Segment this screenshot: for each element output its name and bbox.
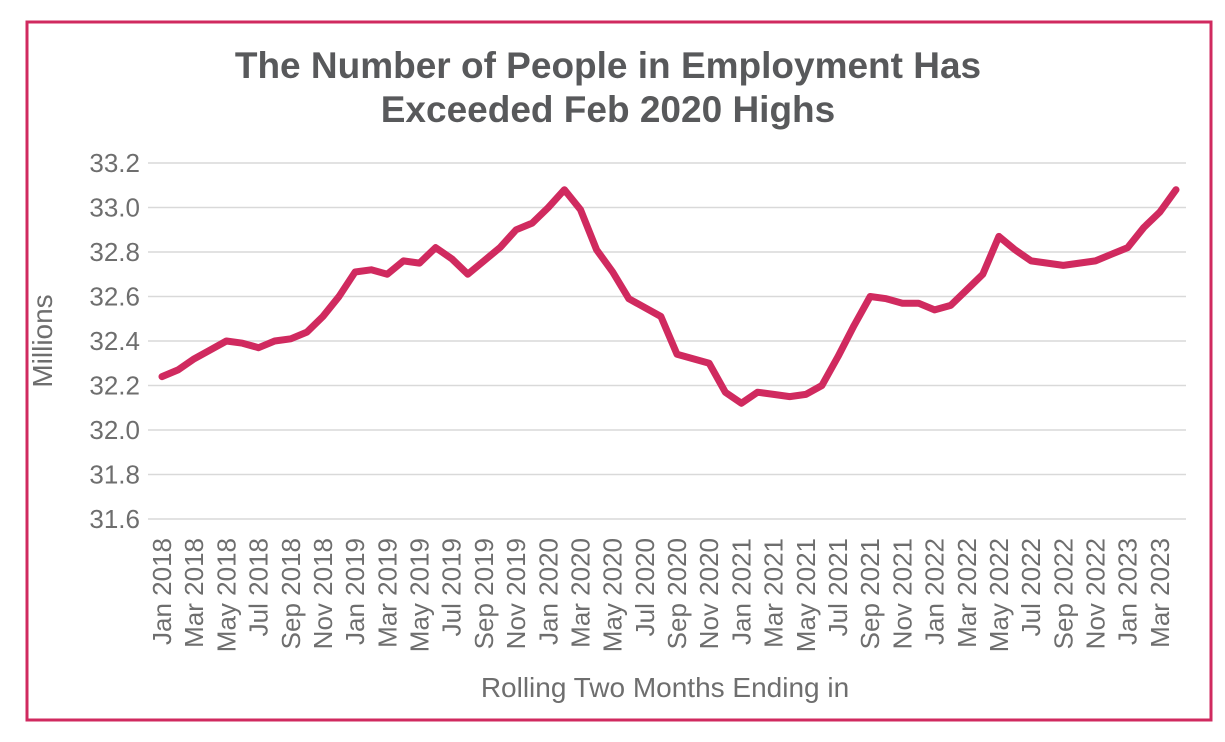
y-tick-label: 33.0 <box>89 193 140 223</box>
x-tick-label: Jan 2020 <box>533 538 563 645</box>
x-tick-label: May 2022 <box>984 538 1014 652</box>
x-tick-label: Jan 2023 <box>1113 538 1143 645</box>
x-axis-title: Rolling Two Months Ending in <box>481 672 849 703</box>
x-tick-label: Jan 2022 <box>920 538 950 645</box>
y-tick-label: 32.8 <box>89 237 140 267</box>
y-tick-label-group: 33.2 33.0 32.8 32.6 32.4 32.2 32.0 31.8 31.6 <box>89 148 140 534</box>
x-tick-label: Jul 2019 <box>437 538 467 636</box>
x-tick-label: Jul 2022 <box>1016 538 1046 636</box>
y-tick-label: 33.2 <box>89 148 140 178</box>
x-tick-label: Jul 2018 <box>244 538 274 636</box>
x-tick-label: May 2018 <box>211 538 241 652</box>
chart-border <box>25 20 1213 722</box>
x-tick-label: Jan 2018 <box>147 538 177 645</box>
y-tick-label: 31.6 <box>89 504 140 534</box>
x-tick-label: Jan 2021 <box>726 538 756 645</box>
x-tick-label: Nov 2020 <box>694 538 724 649</box>
x-tick-label: May 2019 <box>405 538 435 652</box>
x-tick-label: Jan 2019 <box>340 538 370 645</box>
x-tick-label: Mar 2023 <box>1145 538 1175 648</box>
x-tick-label: May 2021 <box>791 538 821 652</box>
x-tick-label: Sep 2022 <box>1048 538 1078 649</box>
x-tick-label: Sep 2021 <box>855 538 885 649</box>
x-tick-label: Sep 2018 <box>276 538 306 649</box>
x-tick-label: Mar 2018 <box>179 538 209 648</box>
x-tick-label: Sep 2020 <box>662 538 692 649</box>
x-tick-label-group: Jan 2018 Mar 2018 May 2018 Jul 2018 Sep 2018… <box>147 538 1175 652</box>
y-tick-label: 32.6 <box>89 282 140 312</box>
x-tick-label: Nov 2021 <box>887 538 917 649</box>
x-tick-label: Mar 2020 <box>566 538 596 648</box>
y-tick-label: 32.2 <box>89 371 140 401</box>
y-axis-title: Millions <box>27 294 58 387</box>
x-tick-label: May 2020 <box>598 538 628 652</box>
x-tick-label: Mar 2019 <box>372 538 402 648</box>
x-tick-label: Nov 2022 <box>1081 538 1111 649</box>
x-tick-label: Nov 2019 <box>501 538 531 649</box>
x-tick-label: Jul 2020 <box>630 538 660 636</box>
chart-title-line2: Exceeded Feb 2020 Highs <box>381 89 835 130</box>
x-tick-label: Mar 2021 <box>759 538 789 648</box>
y-tick-label: 32.4 <box>89 326 140 356</box>
x-tick-label: Jul 2021 <box>823 538 853 636</box>
x-tick-label: Sep 2019 <box>469 538 499 649</box>
gridline-group <box>148 162 1186 520</box>
y-tick-label: 32.0 <box>89 415 140 445</box>
x-tick-label: Mar 2022 <box>952 538 982 648</box>
employment-line <box>158 186 1180 407</box>
x-tick-label: Nov 2018 <box>308 538 338 649</box>
chart-title-line1: The Number of People in Employment Has <box>235 45 981 86</box>
series-group <box>158 186 1180 407</box>
y-tick-label: 31.8 <box>89 460 140 490</box>
